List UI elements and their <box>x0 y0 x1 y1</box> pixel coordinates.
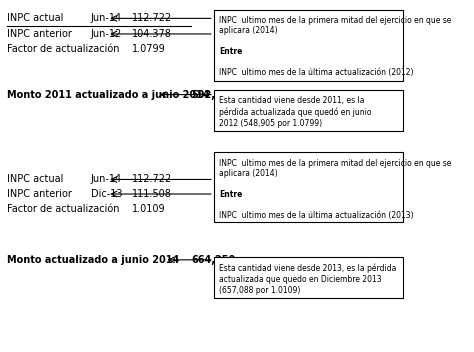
FancyBboxPatch shape <box>214 90 403 131</box>
FancyBboxPatch shape <box>214 257 403 298</box>
Text: Factor de actualización: Factor de actualización <box>7 203 119 214</box>
Text: INPC actual: INPC actual <box>7 13 63 23</box>
Text: 1.0799: 1.0799 <box>132 44 165 54</box>
Text: 592,763: 592,763 <box>191 90 236 100</box>
Text: Dic-13: Dic-13 <box>91 189 122 199</box>
Text: INPC actual: INPC actual <box>7 175 63 184</box>
Text: INPC  ultimo mes de la primera mitad del ejercicio en que se: INPC ultimo mes de la primera mitad del … <box>219 159 451 168</box>
Text: INPC anterior: INPC anterior <box>7 29 72 39</box>
Text: 2012 (548,905 por 1.0799): 2012 (548,905 por 1.0799) <box>219 119 322 128</box>
Text: Jun-14: Jun-14 <box>91 175 122 184</box>
Text: Jun-14: Jun-14 <box>91 13 122 23</box>
Text: 1.0109: 1.0109 <box>132 203 165 214</box>
Text: INPC anterior: INPC anterior <box>7 189 72 199</box>
Text: INPC  ultimo mes de la última actualización (2012): INPC ultimo mes de la última actualizaci… <box>219 68 413 77</box>
Text: INPC  ultimo mes de la última actualización (2013): INPC ultimo mes de la última actualizaci… <box>219 210 413 220</box>
FancyBboxPatch shape <box>214 152 403 222</box>
Text: pérdida actualizada que quedó en junio: pérdida actualizada que quedó en junio <box>219 108 371 117</box>
FancyBboxPatch shape <box>214 10 403 81</box>
Text: 664,250: 664,250 <box>191 255 236 265</box>
Text: Factor de actualización: Factor de actualización <box>7 44 119 54</box>
Text: 112.722: 112.722 <box>132 13 172 23</box>
Text: aplicara (2014): aplicara (2014) <box>219 26 277 35</box>
Text: Esta cantidad viene desde 2011, es la: Esta cantidad viene desde 2011, es la <box>219 96 364 105</box>
Text: INPC  ultimo mes de la primera mitad del ejercicio en que se: INPC ultimo mes de la primera mitad del … <box>219 16 451 25</box>
Text: Esta cantidad viene desde 2013, es la pérdida: Esta cantidad viene desde 2013, es la pé… <box>219 263 396 273</box>
Text: Entre: Entre <box>219 47 242 56</box>
Text: 104.378: 104.378 <box>132 29 172 39</box>
Text: actualizada que quedo en Diciembre 2013: actualizada que quedo en Diciembre 2013 <box>219 275 382 284</box>
Text: (657,088 por 1.0109): (657,088 por 1.0109) <box>219 286 300 295</box>
Text: 111.508: 111.508 <box>132 189 172 199</box>
Text: aplicara (2014): aplicara (2014) <box>219 169 277 178</box>
Text: Jun-12: Jun-12 <box>91 29 122 39</box>
Text: Monto 2011 actualizado a junio 2014: Monto 2011 actualizado a junio 2014 <box>7 90 210 100</box>
Text: Monto actualizado a junio 2014: Monto actualizado a junio 2014 <box>7 255 179 265</box>
Text: 112.722: 112.722 <box>132 175 172 184</box>
Text: Entre: Entre <box>219 190 242 199</box>
